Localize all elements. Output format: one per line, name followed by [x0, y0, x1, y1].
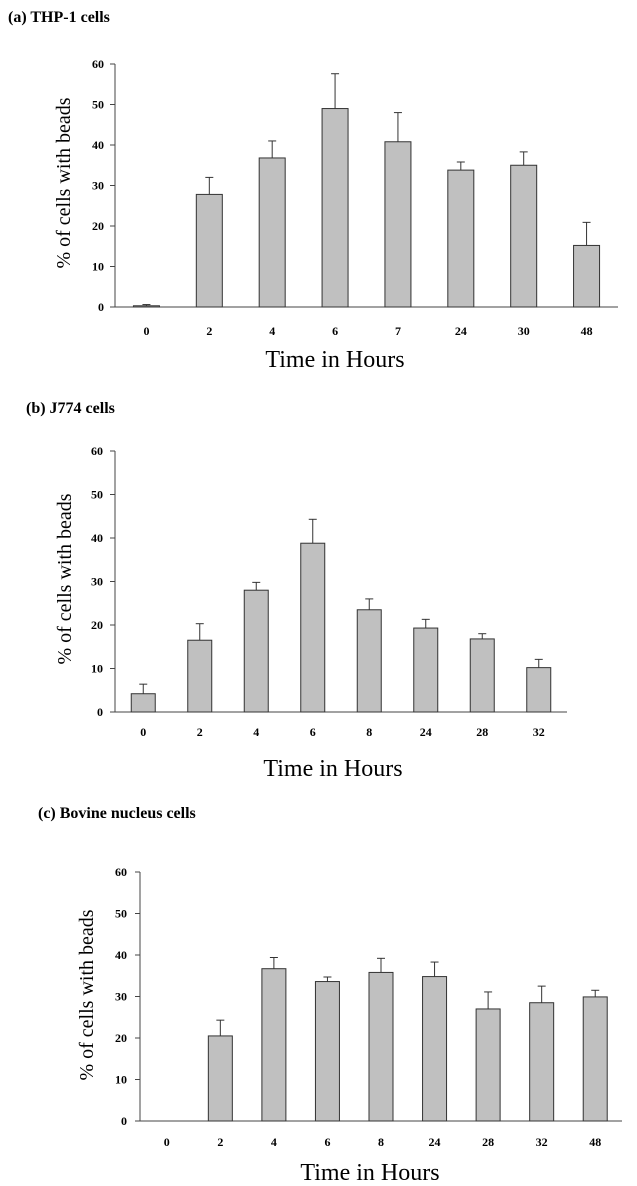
- x-tick-label: 0: [164, 1135, 170, 1149]
- bar: [469, 638, 495, 713]
- panel-title: (c) Bovine nucleus cells: [38, 805, 196, 822]
- y-tick-label: 10: [91, 662, 103, 676]
- bar: [573, 244, 601, 308]
- chart-panel-b: (b) J774 cells Time in Hours % of cells …: [26, 400, 567, 782]
- x-tick-label: 7: [395, 324, 401, 338]
- bar: [413, 627, 439, 713]
- bar: [187, 639, 213, 713]
- y-tick-label: 30: [115, 990, 127, 1004]
- bar: [526, 667, 552, 713]
- x-axis-title: Time in Hours: [263, 756, 402, 782]
- bar: [510, 164, 538, 308]
- y-tick-label: 60: [115, 865, 127, 879]
- bar: [207, 1035, 233, 1122]
- bar: [314, 981, 340, 1122]
- chart-panel-c: (c) Bovine nucleus cells Time in Hours %…: [38, 805, 622, 1186]
- panel-title: (a) THP-1 cells: [8, 9, 110, 26]
- y-axis-title: % of cells with beads: [53, 97, 75, 268]
- y-tick-label: 40: [115, 948, 127, 962]
- bar: [447, 169, 475, 308]
- y-tick-label: 30: [92, 179, 104, 193]
- y-tick-label: 20: [115, 1031, 127, 1045]
- bar: [356, 609, 382, 713]
- y-tick-label: 0: [121, 1114, 127, 1128]
- x-axis-title: Time in Hours: [265, 347, 404, 373]
- x-tick-label: 4: [271, 1135, 277, 1149]
- y-tick-label: 10: [115, 1073, 127, 1087]
- y-axis-title: % of cells with beads: [54, 493, 76, 664]
- x-tick-label: 24: [455, 324, 467, 338]
- bar: [368, 971, 394, 1122]
- y-tick-label: 60: [91, 444, 103, 458]
- x-tick-label: 48: [589, 1135, 601, 1149]
- bar: [132, 305, 160, 308]
- x-tick-label: 8: [366, 725, 372, 739]
- bar: [130, 693, 156, 713]
- bar: [195, 193, 223, 308]
- x-tick-label: 32: [536, 1135, 548, 1149]
- x-tick-label: 6: [332, 324, 338, 338]
- panel-title: (b) J774 cells: [26, 400, 115, 417]
- x-tick-label: 2: [197, 725, 203, 739]
- bar: [300, 542, 326, 713]
- y-tick-label: 50: [92, 98, 104, 112]
- x-tick-label: 24: [420, 725, 432, 739]
- bar: [261, 968, 287, 1122]
- bar: [321, 108, 349, 308]
- x-tick-label: 32: [533, 725, 545, 739]
- y-tick-label: 60: [92, 57, 104, 71]
- chart-panel-a: (a) THP-1 cells Time in Hours % of cells…: [8, 9, 618, 373]
- bar: [243, 589, 269, 713]
- bar: [475, 1008, 501, 1122]
- x-tick-label: 6: [310, 725, 316, 739]
- y-tick-label: 20: [92, 219, 104, 233]
- x-tick-label: 2: [206, 324, 212, 338]
- y-tick-label: 30: [91, 575, 103, 589]
- x-tick-label: 6: [324, 1135, 330, 1149]
- bar: [258, 157, 286, 308]
- x-tick-label: 8: [378, 1135, 384, 1149]
- x-tick-label: 0: [140, 725, 146, 739]
- bar: [582, 996, 608, 1122]
- x-tick-label: 24: [429, 1135, 441, 1149]
- x-tick-label: 4: [253, 725, 259, 739]
- x-tick-label: 2: [217, 1135, 223, 1149]
- y-tick-label: 10: [92, 260, 104, 274]
- y-tick-label: 20: [91, 618, 103, 632]
- x-tick-label: 28: [482, 1135, 494, 1149]
- x-tick-label: 30: [518, 324, 530, 338]
- y-axis-title: % of cells with beads: [76, 909, 98, 1080]
- y-tick-label: 50: [115, 907, 127, 921]
- bar: [529, 1002, 555, 1122]
- y-tick-label: 0: [98, 300, 104, 314]
- y-tick-label: 40: [91, 531, 103, 545]
- x-tick-label: 4: [269, 324, 275, 338]
- x-tick-label: 0: [143, 324, 149, 338]
- y-tick-label: 50: [91, 488, 103, 502]
- x-tick-label: 48: [581, 324, 593, 338]
- x-axis-title: Time in Hours: [300, 1160, 439, 1186]
- bar: [422, 976, 448, 1122]
- x-tick-label: 28: [476, 725, 488, 739]
- y-tick-label: 0: [97, 705, 103, 719]
- y-tick-label: 40: [92, 138, 104, 152]
- bar: [384, 141, 412, 308]
